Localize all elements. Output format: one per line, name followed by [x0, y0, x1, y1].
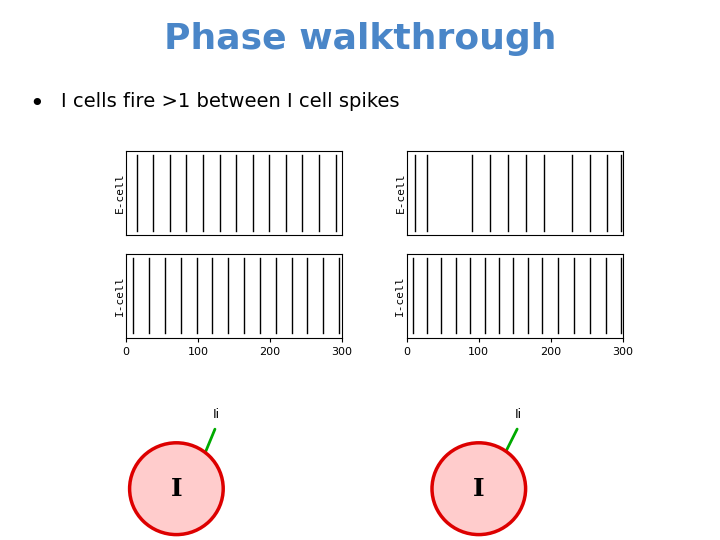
- Text: Ii: Ii: [515, 408, 522, 421]
- Text: •: •: [29, 92, 43, 116]
- Y-axis label: I-cell: I-cell: [114, 275, 125, 316]
- Y-axis label: E-cell: E-cell: [395, 173, 405, 213]
- Y-axis label: E-cell: E-cell: [114, 173, 125, 213]
- Text: Ii: Ii: [212, 408, 220, 421]
- Text: Phase walkthrough: Phase walkthrough: [163, 22, 557, 56]
- Y-axis label: I-cell: I-cell: [395, 275, 405, 316]
- Text: I: I: [171, 477, 182, 501]
- Text: I cells fire >1 between I cell spikes: I cells fire >1 between I cell spikes: [61, 92, 400, 111]
- Text: I: I: [473, 477, 485, 501]
